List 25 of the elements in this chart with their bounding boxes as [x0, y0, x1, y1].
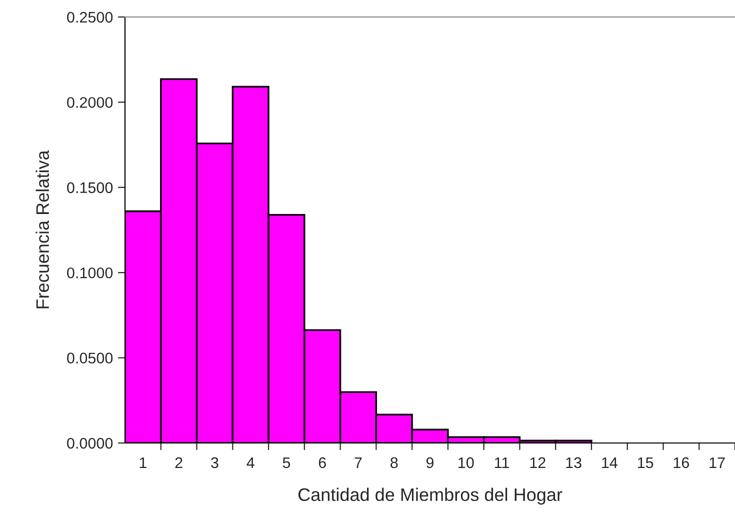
x-tick-label: 12 [530, 457, 546, 468]
y-axis-title: Frecuencia Relativa [36, 150, 50, 308]
x-tick-label: 1 [140, 457, 146, 468]
x-tick-label: 9 [426, 457, 434, 468]
x-tick-label: 6 [318, 457, 326, 468]
x-tick-label: 17 [710, 457, 725, 468]
x-tick-label: 7 [354, 457, 362, 468]
x-tick-label: 3 [211, 457, 218, 468]
x-tick-label: 4 [246, 457, 254, 468]
x-tick-label: 11 [494, 457, 509, 468]
y-tick-label: 0.2000 [67, 97, 113, 108]
x-tick-label: 5 [282, 457, 290, 468]
y-tick-label: 0.1000 [67, 267, 113, 278]
y-tick-label: 0.0000 [67, 438, 113, 449]
x-tick-label: 16 [674, 457, 689, 468]
x-tick-label: 13 [566, 457, 582, 468]
x-tick-label: 14 [602, 457, 618, 468]
x-tick-label: 8 [390, 457, 398, 468]
y-tick-label: 0.1500 [67, 182, 113, 194]
y-tick-label: 0.2500 [67, 12, 113, 23]
x-tick-label: 15 [638, 457, 654, 468]
x-tick-label: 10 [458, 457, 474, 468]
x-tick-label: 2 [175, 457, 182, 468]
y-tick-label: 0.0500 [67, 352, 113, 364]
x-axis-title: Cantidad de Miembros del Hogar [298, 488, 562, 505]
